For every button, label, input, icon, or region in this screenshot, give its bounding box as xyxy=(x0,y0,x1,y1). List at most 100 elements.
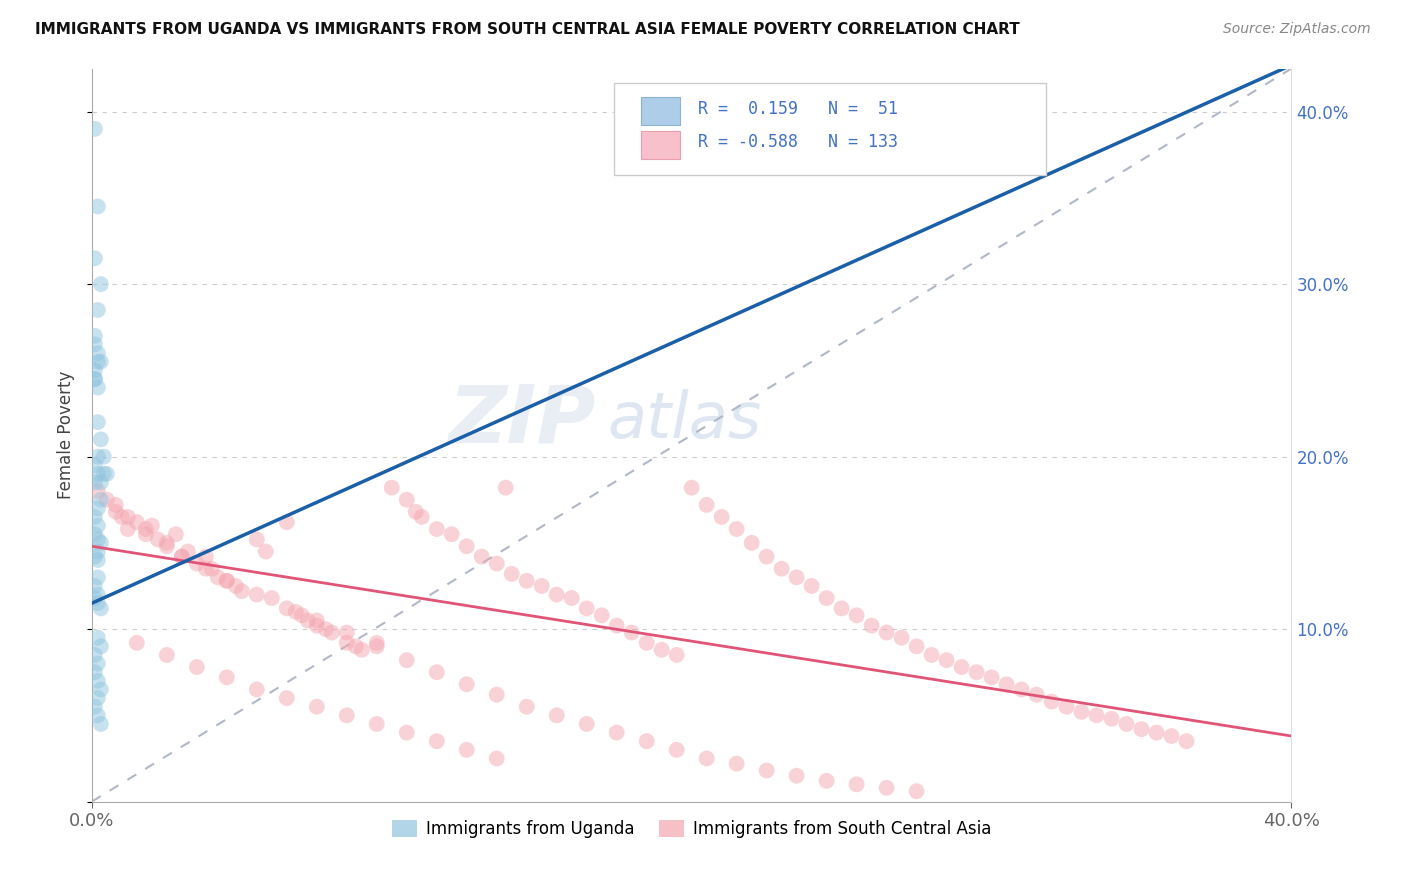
Point xyxy=(815,591,838,605)
Point xyxy=(845,777,868,791)
Point xyxy=(215,670,238,684)
Point xyxy=(117,510,139,524)
Point xyxy=(104,498,127,512)
Point xyxy=(83,372,105,386)
Point xyxy=(395,725,418,739)
Point xyxy=(83,665,105,680)
Point xyxy=(156,536,179,550)
Point xyxy=(845,608,868,623)
Point xyxy=(495,481,517,495)
Point xyxy=(177,544,200,558)
Point xyxy=(83,549,105,564)
Point xyxy=(315,622,337,636)
Point xyxy=(96,492,118,507)
Point xyxy=(87,570,110,584)
Point xyxy=(1101,712,1123,726)
Point xyxy=(87,484,110,499)
Point xyxy=(87,691,110,706)
Point xyxy=(485,688,508,702)
Point xyxy=(90,536,112,550)
Point xyxy=(297,614,319,628)
Point xyxy=(696,751,718,765)
Point xyxy=(344,640,367,654)
Point xyxy=(1130,722,1153,736)
Point xyxy=(90,492,112,507)
Point xyxy=(921,648,943,662)
Point xyxy=(83,527,105,541)
Point xyxy=(786,570,808,584)
Point xyxy=(405,505,427,519)
Point xyxy=(860,618,883,632)
Point xyxy=(165,527,187,541)
Text: ZIP: ZIP xyxy=(449,382,596,459)
Point xyxy=(276,515,298,529)
Point xyxy=(366,636,388,650)
Point xyxy=(87,553,110,567)
Point xyxy=(87,381,110,395)
Point xyxy=(96,467,118,481)
Point xyxy=(246,533,269,547)
Point xyxy=(336,625,359,640)
Point xyxy=(215,574,238,588)
Point xyxy=(194,549,217,564)
Point xyxy=(83,329,105,343)
Point xyxy=(665,743,688,757)
Point xyxy=(83,121,105,136)
Point xyxy=(246,682,269,697)
Point xyxy=(87,415,110,429)
Point xyxy=(87,533,110,547)
Point xyxy=(170,549,193,564)
Point xyxy=(905,784,928,798)
Point xyxy=(456,677,478,691)
Point xyxy=(546,588,568,602)
Point xyxy=(90,717,112,731)
Point xyxy=(83,337,105,351)
Point xyxy=(135,522,157,536)
Point xyxy=(201,562,224,576)
Point xyxy=(260,591,283,605)
Point xyxy=(336,708,359,723)
Point xyxy=(411,510,433,524)
Point xyxy=(440,527,463,541)
Point xyxy=(87,518,110,533)
Point xyxy=(117,522,139,536)
Point xyxy=(111,510,134,524)
Point xyxy=(426,734,449,748)
Point xyxy=(87,501,110,516)
Point xyxy=(141,518,163,533)
Point xyxy=(90,277,112,292)
Point xyxy=(1070,705,1092,719)
Point xyxy=(83,363,105,377)
Point xyxy=(156,539,179,553)
Point xyxy=(87,657,110,671)
Point xyxy=(90,355,112,369)
Point xyxy=(980,670,1002,684)
Point xyxy=(741,536,763,550)
Point xyxy=(651,642,673,657)
Point xyxy=(321,625,343,640)
Text: IMMIGRANTS FROM UGANDA VS IMMIGRANTS FROM SOUTH CENTRAL ASIA FEMALE POVERTY CORR: IMMIGRANTS FROM UGANDA VS IMMIGRANTS FRO… xyxy=(35,22,1019,37)
Point xyxy=(87,355,110,369)
Point xyxy=(156,648,179,662)
Point xyxy=(93,450,115,464)
Point xyxy=(905,640,928,654)
Text: Source: ZipAtlas.com: Source: ZipAtlas.com xyxy=(1223,22,1371,37)
Point xyxy=(516,574,538,588)
Point xyxy=(215,574,238,588)
Point xyxy=(1056,699,1078,714)
Point xyxy=(83,699,105,714)
Point xyxy=(87,467,110,481)
Point xyxy=(485,557,508,571)
Point xyxy=(1160,729,1182,743)
Point xyxy=(426,665,449,680)
Point xyxy=(516,699,538,714)
Point xyxy=(681,481,703,495)
Point xyxy=(800,579,823,593)
Point xyxy=(786,769,808,783)
Point xyxy=(225,579,247,593)
Point xyxy=(935,653,957,667)
Bar xyxy=(641,97,679,125)
Point xyxy=(83,510,105,524)
Point xyxy=(135,527,157,541)
Point xyxy=(575,717,598,731)
